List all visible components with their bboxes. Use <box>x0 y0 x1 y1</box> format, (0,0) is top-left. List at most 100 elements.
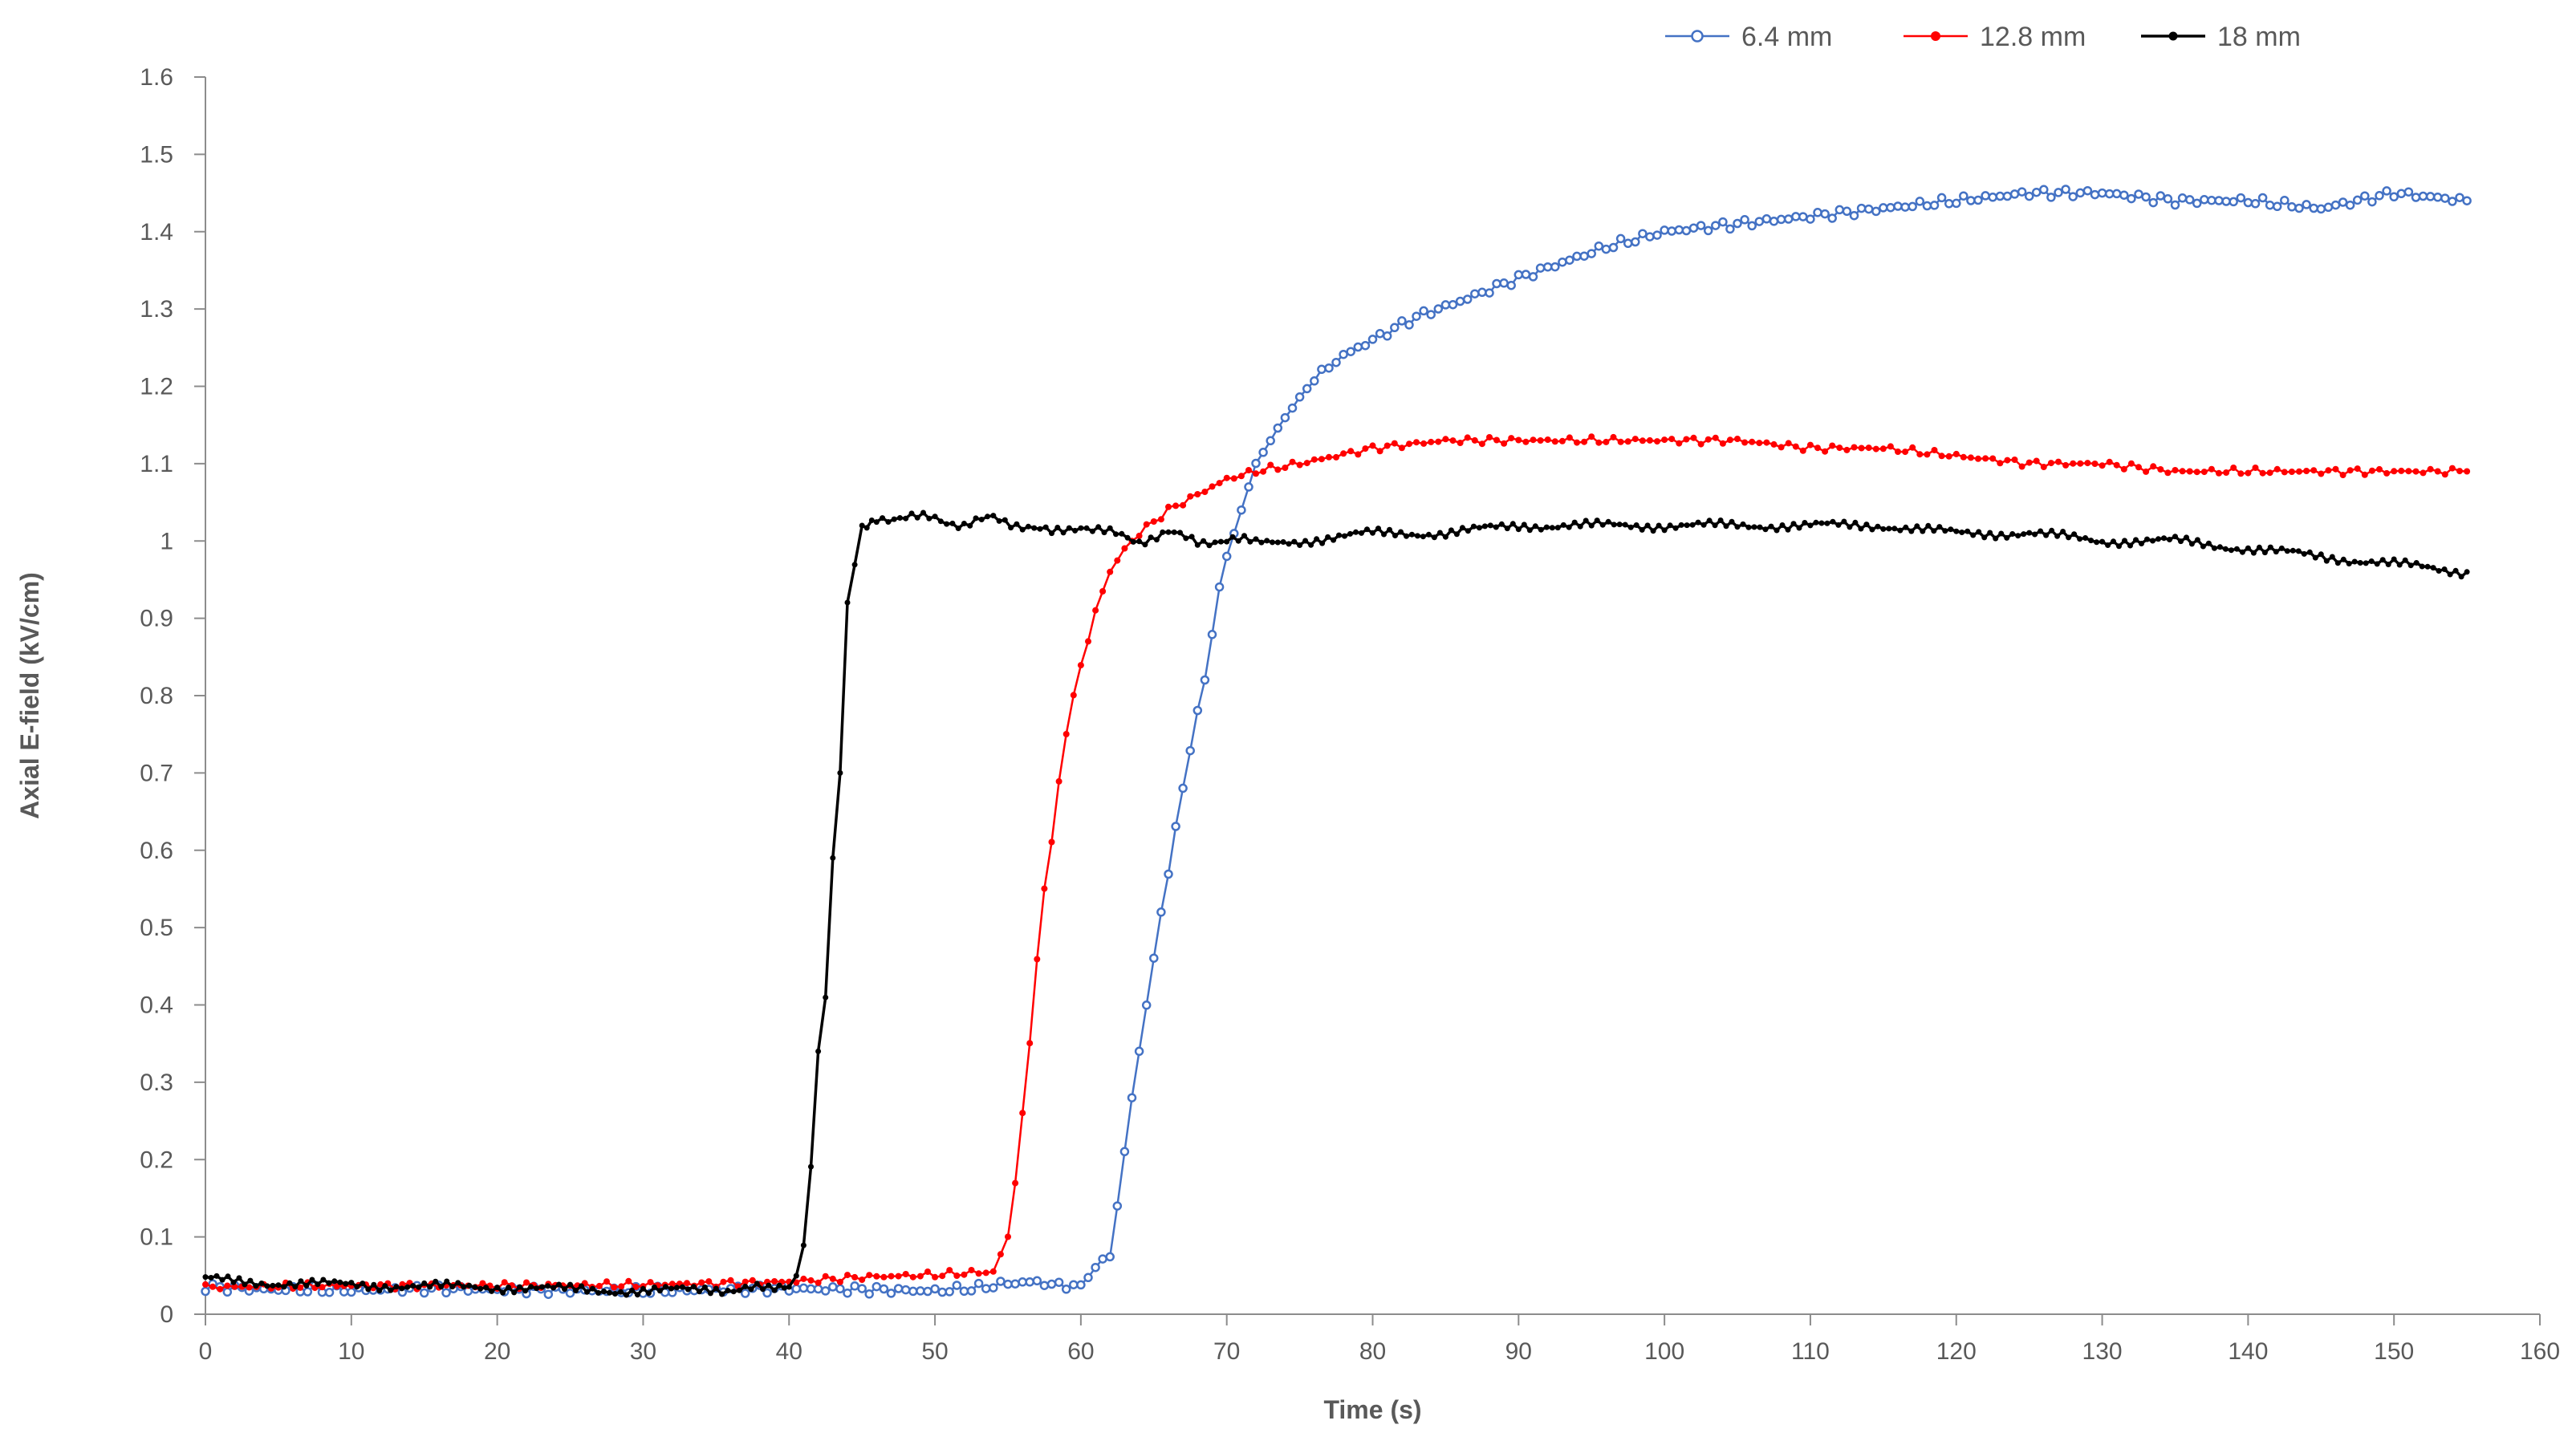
data-point <box>2127 460 2135 467</box>
data-point <box>1706 518 1713 524</box>
data-point <box>1959 530 1965 535</box>
series-line <box>205 511 2468 1297</box>
data-point <box>2228 547 2234 554</box>
data-point <box>208 1275 214 1281</box>
data-point <box>1776 214 1786 225</box>
data-point <box>2200 469 2208 476</box>
data-point <box>213 1272 220 1279</box>
data-point <box>595 1282 603 1289</box>
data-point <box>2430 565 2436 571</box>
legend-label: 6.4 mm <box>1741 22 1832 52</box>
data-point <box>1747 221 1757 231</box>
data-point <box>1113 531 1119 538</box>
data-point <box>1221 551 1232 562</box>
data-point <box>1188 534 1195 540</box>
data-point <box>2272 201 2282 212</box>
data-point <box>1792 443 1799 450</box>
data-point <box>1493 436 1500 444</box>
data-point <box>1465 528 1471 534</box>
data-point <box>1869 526 1875 533</box>
data-point <box>2407 562 2414 569</box>
data-point <box>1185 745 1195 756</box>
data-point <box>2111 189 2122 199</box>
data-point <box>236 1275 242 1281</box>
data-point <box>2424 563 2431 570</box>
data-point <box>1442 534 1448 540</box>
data-point <box>1302 384 1312 394</box>
data-point <box>1054 525 1061 530</box>
data-point <box>2302 200 2311 209</box>
data-point <box>2389 192 2399 202</box>
data-point <box>1273 423 1283 433</box>
data-point <box>2316 204 2326 214</box>
data-point <box>1095 524 1102 530</box>
data-point <box>2440 193 2450 203</box>
data-point <box>1026 1040 1034 1047</box>
y-tick-label: 0.1 <box>140 1224 173 1251</box>
data-point <box>1924 451 1931 458</box>
data-point <box>360 1281 366 1287</box>
data-point <box>2216 544 2223 550</box>
data-point <box>2256 544 2262 550</box>
data-point <box>684 1280 690 1287</box>
data-point <box>2296 468 2302 475</box>
data-point <box>1294 392 1305 402</box>
data-point <box>866 1272 873 1279</box>
data-point <box>1703 225 1713 236</box>
data-point <box>2312 554 2318 561</box>
data-point <box>2250 199 2261 209</box>
data-point <box>2054 188 2063 197</box>
data-point <box>2179 468 2186 475</box>
data-point <box>2436 568 2442 574</box>
legend-swatch-marker <box>1691 30 1704 43</box>
x-tick-label: 120 <box>1936 1338 1977 1365</box>
data-point <box>1506 280 1516 290</box>
series-12-8-mm <box>202 433 2471 1293</box>
data-point <box>2133 537 2139 543</box>
data-point <box>1661 436 1668 444</box>
x-tick-label: 160 <box>2520 1338 2560 1365</box>
data-point <box>2236 193 2246 203</box>
data-point <box>916 1272 924 1280</box>
data-point <box>2325 467 2332 474</box>
data-point <box>1560 522 1566 528</box>
data-point <box>893 1284 904 1293</box>
x-tick-label: 150 <box>2374 1338 2414 1365</box>
data-point <box>382 1283 388 1289</box>
data-point <box>647 1279 654 1286</box>
data-point <box>1931 447 1938 453</box>
axes: 0 0.1 0.2 0.3 0.4 0.5 0.6 0.7 0.8 0.9 1 1.1 1.2 1.3 1.… <box>140 64 2560 1365</box>
data-point <box>483 1285 490 1291</box>
data-point <box>625 1277 632 1285</box>
data-point <box>1274 466 1282 473</box>
data-point <box>2094 539 2100 546</box>
data-point <box>1390 323 1400 333</box>
data-point <box>1150 518 1157 525</box>
data-point <box>1267 461 1274 469</box>
data-point <box>1260 468 1267 475</box>
data-point <box>2031 187 2042 197</box>
data-point <box>1829 442 1836 449</box>
data-point <box>742 1283 749 1289</box>
data-point <box>326 1280 332 1286</box>
data-point <box>1114 557 1121 564</box>
data-point <box>1287 403 1298 413</box>
data-point <box>624 1292 629 1298</box>
data-point <box>1960 453 1967 461</box>
data-point <box>551 1285 557 1291</box>
data-point <box>2396 189 2407 199</box>
data-point <box>1681 225 1692 236</box>
data-point <box>1997 460 2004 467</box>
x-tick-label: 30 <box>630 1338 656 1365</box>
legend-item: 6.4 mm <box>1665 22 1832 52</box>
data-point <box>1457 440 1464 446</box>
data-point <box>416 1284 422 1290</box>
data-point <box>771 1287 778 1293</box>
data-point <box>2120 465 2127 473</box>
data-point <box>1476 525 1482 531</box>
data-point <box>2413 560 2420 566</box>
data-point <box>2077 536 2083 542</box>
data-point <box>2245 545 2251 551</box>
data-point <box>2273 549 2279 555</box>
data-point <box>1601 244 1611 254</box>
